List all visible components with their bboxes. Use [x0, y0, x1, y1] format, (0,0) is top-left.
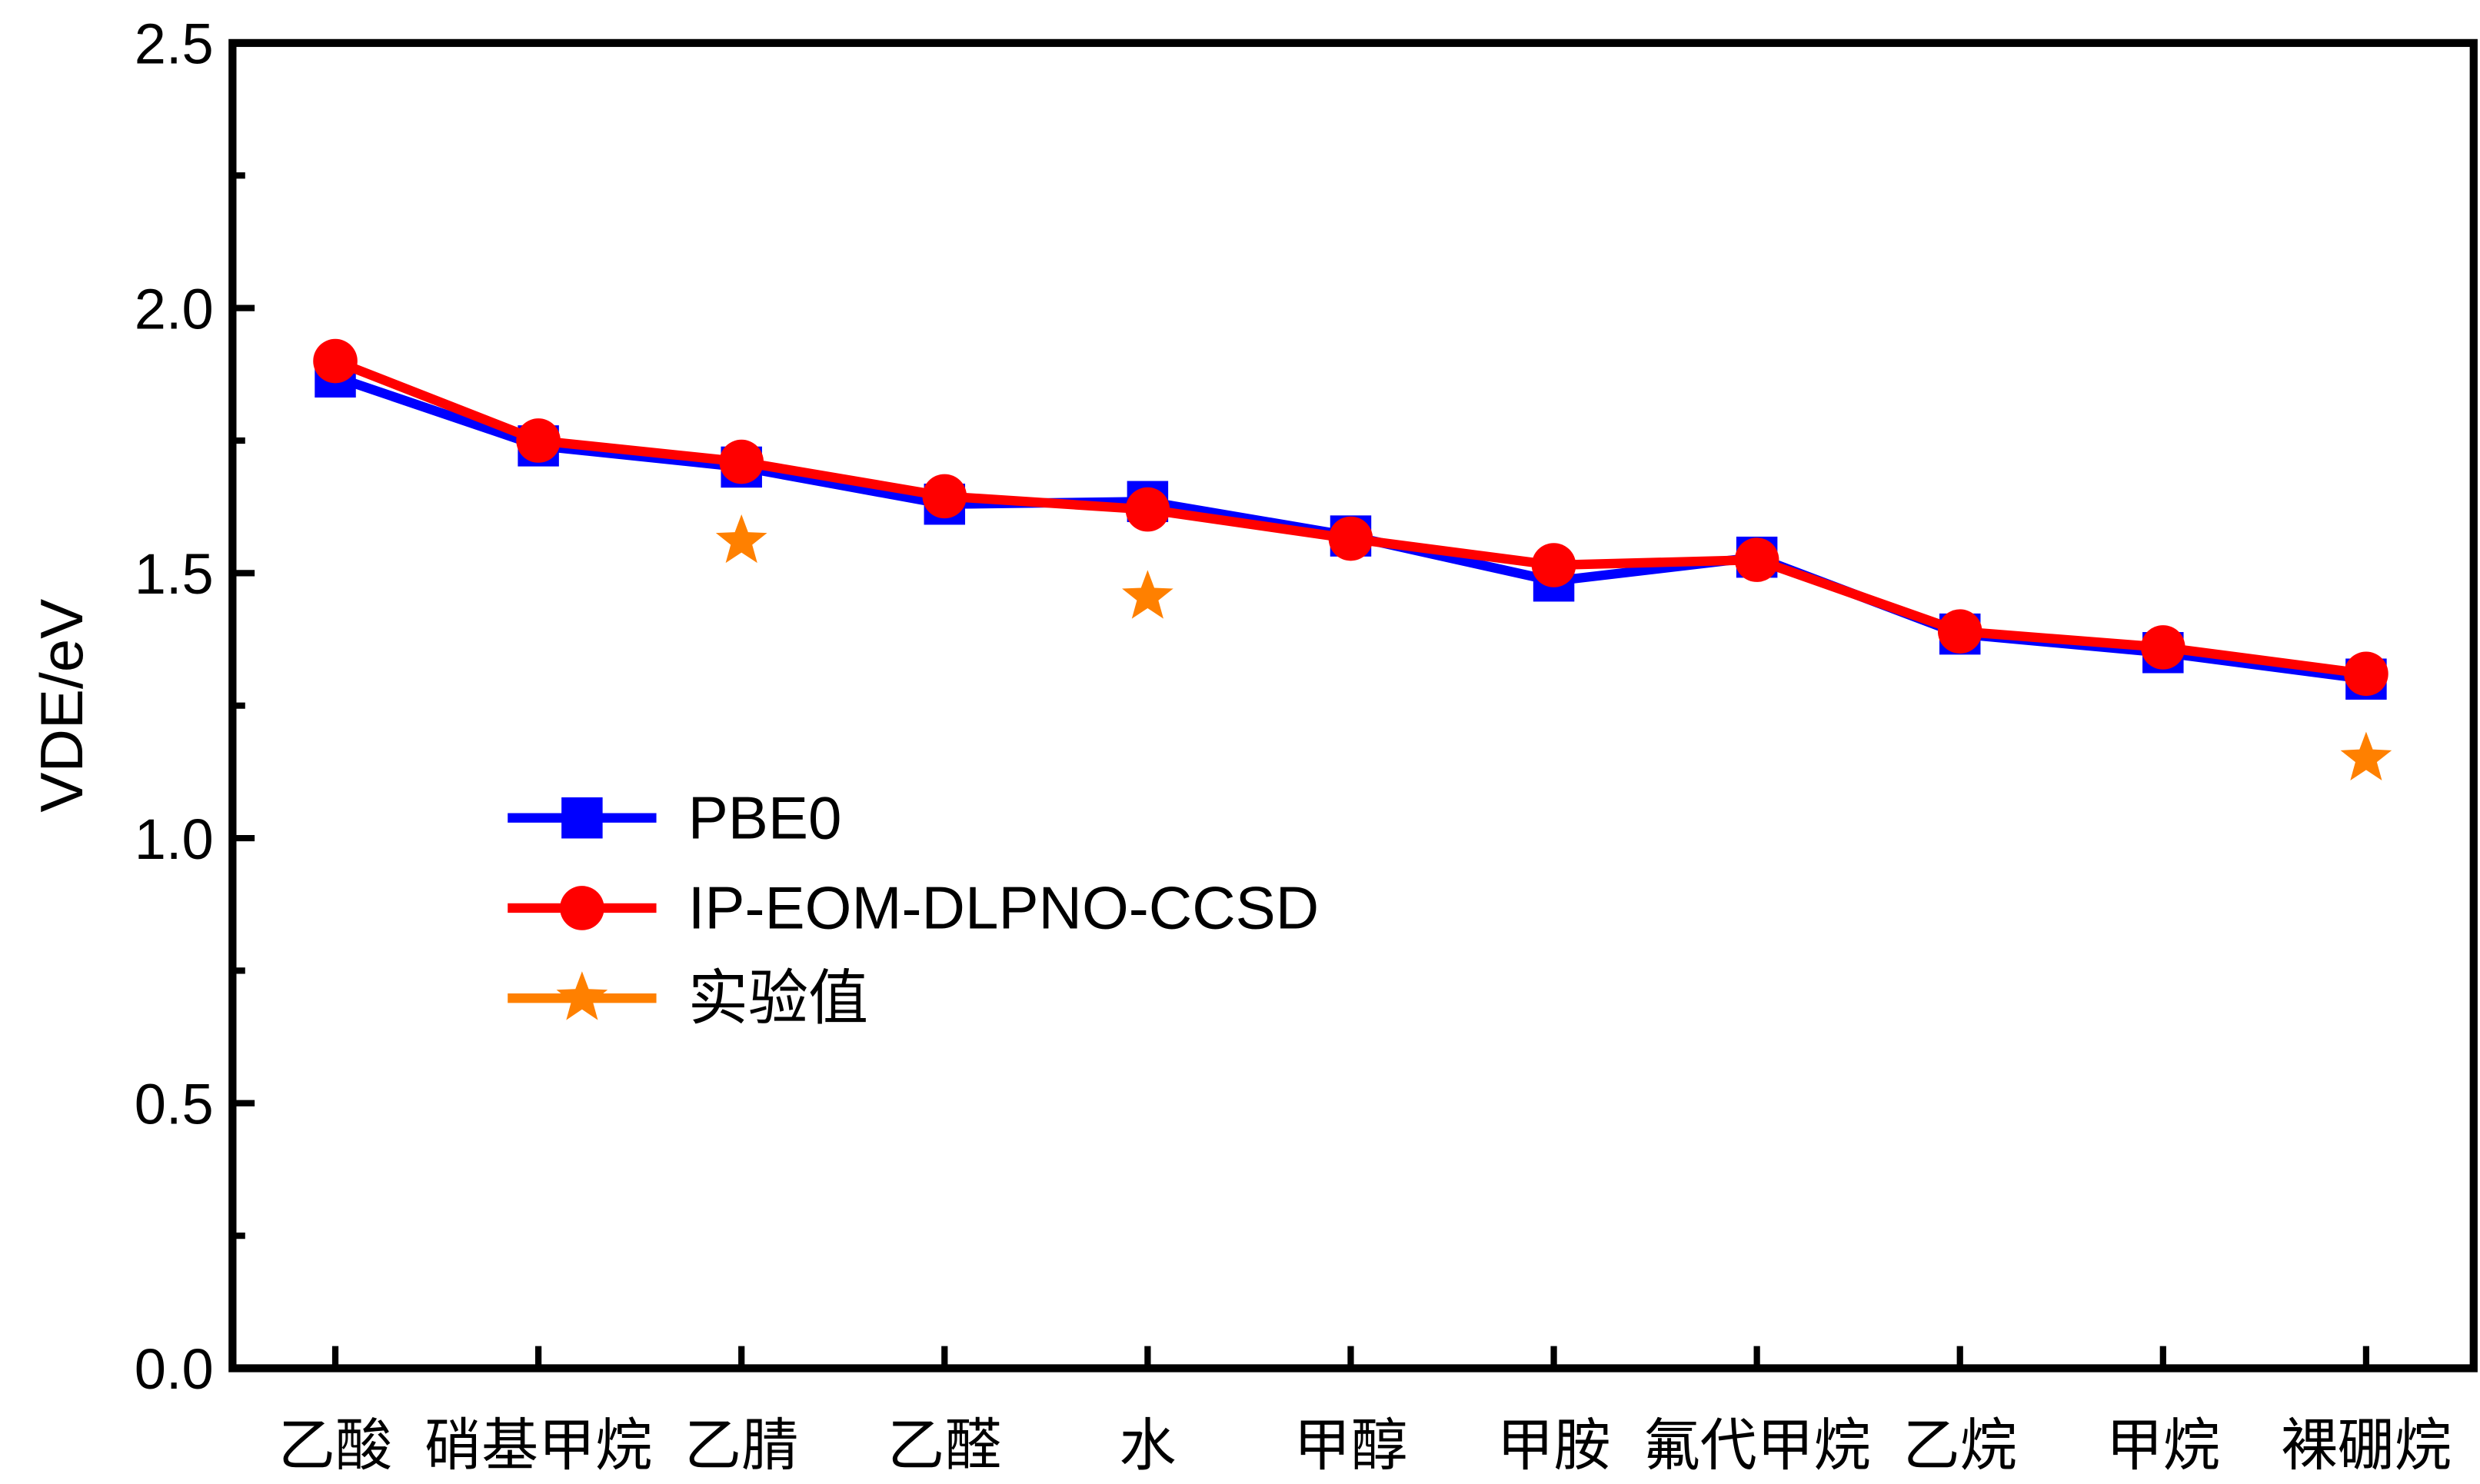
x-tick-label: 氟代甲烷 — [1643, 1413, 1871, 1477]
x-tick-label: 甲胺 — [1497, 1413, 1611, 1477]
x-tick-label: 硝基甲烷 — [424, 1413, 652, 1477]
legend: PBE0 IP-EOM-DLPNO-CCSD 实验值 — [508, 784, 1320, 1032]
data-point-circle — [1531, 543, 1576, 587]
x-tick-label: 乙烷 — [1903, 1413, 2017, 1477]
data-point-circle — [1734, 537, 1779, 582]
x-tick-label: 甲烷 — [2106, 1413, 2220, 1477]
y-tick-label: 1.0 — [135, 807, 214, 871]
y-tick-label: 1.5 — [135, 542, 214, 606]
data-point-circle — [719, 439, 764, 484]
data-point-star — [2340, 731, 2392, 780]
y-tick-label: 2.0 — [135, 277, 214, 341]
data-point-star — [1122, 570, 1173, 619]
y-tick-label: 0.0 — [135, 1337, 214, 1401]
legend-label: PBE0 — [688, 784, 842, 851]
y-axis-label: VDE/eV — [28, 599, 95, 813]
legend-label: IP-EOM-DLPNO-CCSD — [688, 874, 1320, 942]
data-point-star — [715, 514, 767, 564]
data-point-circle — [922, 474, 967, 519]
x-tick-label: 乙腈 — [684, 1413, 798, 1477]
legend-marker — [560, 886, 604, 930]
x-tick-label: 乙酸 — [278, 1413, 392, 1477]
data-point-circle — [516, 418, 561, 463]
x-tick-label: 乙醛 — [887, 1413, 1001, 1477]
data-point-circle — [1328, 516, 1373, 561]
data-point-circle — [2344, 651, 2388, 697]
legend-marker — [561, 797, 603, 839]
x-tick-label: 甲醇 — [1293, 1413, 1407, 1477]
x-tick-label: 水 — [1119, 1413, 1176, 1477]
plot-frame — [228, 38, 2478, 1373]
data-point-circle — [1125, 487, 1170, 532]
y-tick-label: 2.5 — [135, 12, 214, 76]
x-tick-label: 裸硼烷 — [2281, 1413, 2452, 1477]
data-point-circle — [1937, 609, 1982, 654]
legend-label: 实验值 — [688, 964, 868, 1032]
legend-marker — [556, 971, 608, 1020]
data-point-circle — [313, 338, 358, 384]
data-point-circle — [2141, 625, 2185, 670]
y-tick-label: 0.5 — [135, 1073, 214, 1136]
